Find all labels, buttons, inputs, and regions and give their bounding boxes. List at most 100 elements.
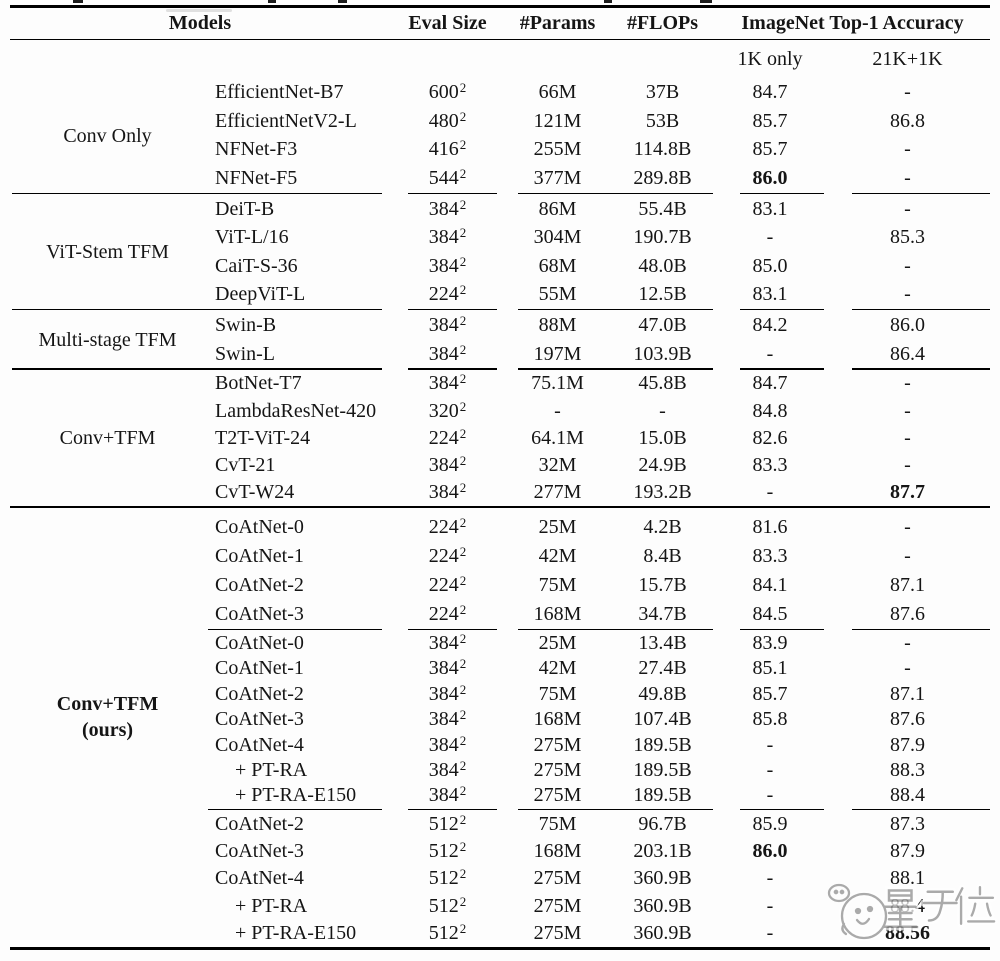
- cell-flops: 27.4B: [638, 657, 687, 680]
- table-row: CoAtNet-4 5122 275M 360.9B - 88.1: [10, 865, 990, 892]
- table-sub-block: CoAtNet-0 2242 25M 4.2B 81.6- CoAtNet-1 2242 42…: [10, 513, 990, 629]
- eval-size-base: 384: [428, 784, 459, 807]
- table-sub-block: DeiT-B 3842 86M 55.4B 83.1- ViT-L/16 3842 304M 1…: [10, 195, 990, 309]
- eval-size-exponent: 2: [459, 165, 467, 181]
- cell-flops: 45.8B: [638, 372, 687, 395]
- rule-segment: [208, 808, 382, 810]
- eval-size-base: 384: [428, 657, 459, 680]
- table-row: CoAtNet-2 3842 75M 49.8B 85.7 87.1: [10, 682, 990, 707]
- cell-model-name: + PT-RA-E150: [235, 784, 357, 807]
- cell-flops: 203.1B: [633, 840, 692, 863]
- cell-params: 275M: [533, 784, 582, 807]
- table-sub-block: CoAtNet-2 5122 75M 96.7B 85.9 87.3 CoAtNet-3 51…: [10, 811, 990, 948]
- table-row: CoAtNet-4 3842 275M 189.5B - 87.9: [10, 732, 990, 757]
- cell-top1-21k: 86.0: [890, 313, 925, 336]
- table-row: + PT-RA 5122 275M 360.9B - 88.4: [10, 893, 990, 920]
- rule-segment: [408, 192, 497, 195]
- cell-params: 275M: [533, 733, 582, 756]
- cell-params: 75M: [538, 573, 577, 596]
- cell-params: 168M: [533, 602, 582, 625]
- cell-top1-21k: -: [904, 544, 911, 567]
- cell-flops: 55.4B: [638, 197, 687, 220]
- table-row: CvT-21 3842 32M 24.9B 83.3 -: [10, 452, 990, 479]
- cell-top1-21k: 88.1: [890, 867, 925, 890]
- table-sub-block: Swin-B 3842 88M 47.0B 84.2 86.0 Swin-L 3842 197M…: [10, 311, 990, 368]
- cell-flops: 189.5B: [633, 758, 692, 781]
- table-row: EfficientNet-B7 6002 66M 37B 84.7 -: [10, 78, 990, 107]
- eval-size-exponent: 2: [459, 80, 467, 96]
- cell-params: 275M: [533, 894, 582, 917]
- cell-eval-size: 3842: [390, 314, 505, 337]
- eval-size-exponent: 2: [459, 601, 467, 617]
- table-row: NFNet-F3 4162 255M 114.8B 85.7 -: [10, 136, 990, 165]
- eval-size-exponent: 2: [459, 783, 467, 799]
- cell-top1-21k: 88.3: [890, 758, 925, 781]
- cell-top1-21k: -: [904, 138, 911, 161]
- cell-params: 55M: [538, 283, 577, 306]
- cell-top1-21k: -: [904, 515, 911, 538]
- table-row: CoAtNet-1 2242 42M 8.4B 83.3 -: [10, 542, 990, 571]
- group-label-line: ViT-Stem TFM: [46, 240, 169, 263]
- eval-size-base: 416: [428, 138, 459, 161]
- cell-top1-21k: -: [904, 631, 911, 654]
- cell-flops: 37B: [645, 81, 680, 104]
- rule-segment: [518, 192, 713, 195]
- rule-segment: [408, 368, 497, 370]
- rule-segment: [740, 368, 824, 370]
- cell-flops: 48.0B: [638, 254, 687, 277]
- sub-block-separator-rule: [10, 628, 990, 631]
- cell-model-name: LambdaResNet-420: [215, 399, 377, 422]
- eval-size-base: 512: [428, 812, 459, 835]
- cell-top1-21k: 87.6: [890, 708, 925, 731]
- cell-model-name: ViT-L/16: [215, 226, 289, 249]
- eval-size-base: 384: [428, 372, 459, 395]
- cell-top1-1k: -: [766, 922, 774, 945]
- cell-eval-size: 2242: [390, 545, 505, 568]
- eval-size-base: 512: [428, 867, 459, 890]
- cell-eval-size: 3842: [390, 683, 505, 706]
- cell-eval-size: 3842: [390, 372, 505, 395]
- group-label: Multi-stage TFM: [10, 327, 205, 353]
- table-row: CoAtNet-2 2242 75M 15.7B 84.1 87.1: [10, 571, 990, 600]
- cell-eval-size: 3842: [390, 343, 505, 366]
- cell-params: 75M: [538, 812, 577, 835]
- table-row: + PT-RA-E150 3842 275M 189.5B - 88.4: [10, 783, 990, 808]
- cell-params: 88M: [538, 313, 577, 336]
- cell-top1-1k: 84.2: [752, 313, 788, 336]
- group-label: Conv+TFM: [10, 425, 205, 451]
- cell-flops: 13.4B: [638, 631, 687, 654]
- cell-params: 197M: [533, 342, 582, 365]
- cell-eval-size: 3842: [390, 481, 505, 504]
- eval-size-base: 544: [428, 166, 459, 189]
- table-sub-block: BotNet-T7 3842 75.1M 45.8B 84.7- LambdaResNet…: [10, 370, 990, 506]
- cell-flops: 107.4B: [633, 708, 692, 731]
- rule-segment: [518, 309, 713, 311]
- cell-params: 275M: [533, 867, 582, 890]
- table-group: Conv Only EfficientNet-B7 6002 66M 37B 84.7- E…: [10, 78, 990, 192]
- cell-top1-1k: 83.1: [752, 283, 788, 306]
- col-header-flops: #FLOPs: [626, 11, 699, 34]
- group-label: ViT-Stem TFM: [10, 239, 205, 265]
- eval-size-exponent: 2: [459, 572, 467, 588]
- cell-params: 66M: [538, 81, 577, 104]
- rule-segment: [852, 368, 990, 370]
- table-row: CoAtNet-1 3842 42M 27.4B 85.1 -: [10, 656, 990, 681]
- table-row: DeiT-B 3842 86M 55.4B 83.1 -: [10, 195, 990, 224]
- eval-size-base: 384: [428, 733, 459, 756]
- cell-top1-1k: 82.6: [752, 426, 788, 449]
- table-row: CoAtNet-0 2242 25M 4.2B 81.6 -: [10, 513, 990, 542]
- cell-flops: 189.5B: [633, 733, 692, 756]
- table-row: CoAtNet-0 3842 25M 13.4B 83.9 -: [10, 631, 990, 656]
- col-subheader-21k-1k: 21K+1K: [872, 47, 943, 70]
- cell-top1-1k: -: [766, 481, 774, 504]
- cell-top1-21k: -: [904, 453, 911, 476]
- eval-size-exponent: 2: [459, 921, 467, 937]
- eval-size-exponent: 2: [459, 630, 467, 646]
- cell-model-name: EfficientNetV2-L: [215, 109, 357, 132]
- cell-eval-size: 3842: [390, 632, 505, 655]
- eval-size-base: 512: [428, 894, 459, 917]
- cell-eval-size: 3842: [390, 784, 505, 807]
- eval-size-exponent: 2: [459, 480, 467, 496]
- rule-segment: [740, 192, 824, 195]
- cell-top1-1k: -: [766, 894, 774, 917]
